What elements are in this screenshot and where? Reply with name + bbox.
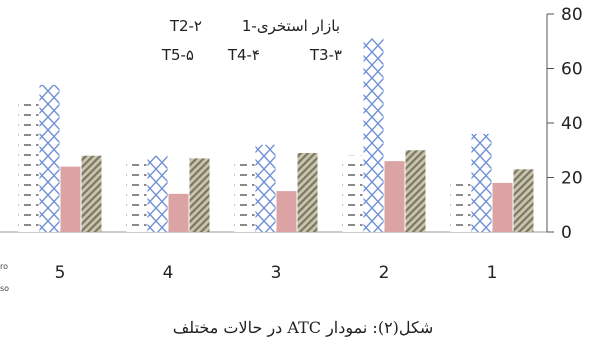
figure-caption: شکل(۲): نمودار ATC در حالات مختلف — [172, 318, 434, 337]
bars — [18, 38, 534, 233]
bar — [297, 152, 318, 232]
legend-entry: T3-۳ — [309, 46, 342, 64]
bar — [39, 84, 60, 232]
bar — [147, 155, 168, 232]
y-tick-label: 60 — [561, 60, 583, 80]
legend-entry: T5-۵ — [161, 46, 194, 64]
bar — [168, 193, 189, 232]
value-axis: 0 20 40 60 80 — [546, 5, 583, 243]
category-label: 2 — [379, 263, 390, 283]
y-tick-label: 0 — [561, 223, 572, 243]
bar — [189, 158, 210, 232]
category-label: 5 — [55, 263, 66, 283]
category-label: 4 — [163, 263, 174, 283]
bar — [255, 144, 276, 232]
bar — [450, 180, 471, 232]
bar — [492, 182, 513, 232]
category-labels: 1 2 3 4 5 — [55, 263, 498, 283]
bar — [405, 150, 426, 232]
category-label: 3 — [271, 263, 282, 283]
legend-entry: T4-۴ — [227, 46, 260, 64]
legend: 1-بازار استخری T2-۲ T5-۵ T4-۴ T3-۳ — [161, 17, 342, 64]
bar — [126, 163, 147, 232]
y-tick-label: 40 — [561, 114, 583, 134]
bar — [513, 169, 534, 232]
y-tick-label: 80 — [561, 5, 583, 25]
bar — [363, 38, 384, 233]
bar — [342, 155, 363, 232]
bar — [18, 103, 39, 232]
bar — [60, 166, 81, 232]
bar — [384, 161, 405, 232]
bar — [276, 191, 297, 232]
y-tick-label: 20 — [561, 169, 583, 189]
bar — [471, 133, 492, 232]
bar — [81, 155, 102, 232]
legend-entry: T2-۲ — [169, 17, 202, 35]
legend-entry: 1-بازار استخری — [242, 17, 340, 35]
bar — [234, 158, 255, 232]
clipped-text: ro — [0, 262, 9, 271]
category-label: 1 — [487, 263, 498, 283]
clipped-text: so — [0, 284, 10, 293]
